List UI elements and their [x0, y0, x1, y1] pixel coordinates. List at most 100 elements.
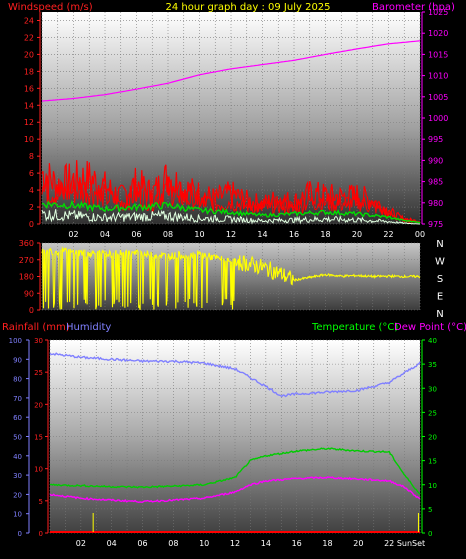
barometer-tick-label: 1000	[428, 114, 448, 123]
humidity-tick-label: 0	[18, 530, 22, 538]
compass-label: N	[436, 309, 443, 320]
sunset-label: SunSet	[397, 539, 425, 548]
direction-tick-label: 180	[19, 273, 34, 282]
barometer-series	[41, 40, 421, 102]
barometer-tick-label: 1025	[428, 8, 448, 17]
hour-tick-label: 22	[384, 539, 394, 548]
wind-tick-label: 18	[24, 67, 34, 76]
wind-tick-label: 16	[24, 84, 34, 93]
graph-title: 24 hour graph day : 09 July 2025	[165, 2, 330, 13]
direction-tick-label: 0	[29, 306, 34, 315]
barometer-tick-label: 1005	[428, 93, 448, 102]
rainfall-tick-label: 20	[34, 401, 43, 409]
compass-label: E	[437, 292, 443, 303]
temperature-tick-label: 10	[428, 482, 437, 490]
hour-tick-label: 22	[383, 230, 393, 239]
rainfall-tick-label: 10	[34, 466, 43, 474]
humidity-tick-label: 60	[13, 414, 22, 422]
wind-tick-label: 8	[29, 152, 34, 161]
wind-tick-label: 2	[29, 203, 34, 212]
humidity-tick-label: 40	[13, 453, 22, 461]
wind-tick-label: 0	[29, 220, 34, 229]
wind-low-series	[41, 209, 420, 225]
temperature-tick-label: 20	[428, 434, 437, 442]
hour-tick-label: 06	[137, 539, 147, 548]
hour-tick-label: 18	[320, 230, 330, 239]
hour-tick-label: 12	[230, 539, 240, 548]
hour-tick-label: 10	[199, 539, 209, 548]
dewpoint-series	[49, 476, 421, 504]
hour-tick-label: 04	[107, 539, 117, 548]
rainfall-tick-label: 15	[34, 434, 43, 442]
hour-tick-label: 14	[261, 539, 271, 548]
wind-average-series	[41, 199, 420, 224]
hour-tick-label: 08	[168, 539, 178, 548]
barometer-tick-label: 980	[428, 199, 443, 208]
barometer-tick-label: 1010	[428, 72, 448, 81]
wind-tick-label: 22	[24, 33, 34, 42]
compass-label: N	[436, 239, 443, 250]
temperature-axis-title: Temperature (°C)	[311, 322, 398, 333]
barometer-axis-title: Barometer (hpa)	[372, 2, 455, 13]
windspeed-axis-title: Windspeed (m/s)	[8, 2, 93, 13]
wind-gust-series-dense	[41, 173, 421, 224]
hour-tick-label: 02	[76, 539, 86, 548]
barometer-tick-label: 990	[428, 156, 443, 165]
compass-label: S	[437, 274, 443, 285]
humidity-tick-label: 10	[13, 511, 22, 519]
rainfall-tick-label: 0	[39, 530, 43, 538]
temperature-tick-label: 40	[428, 337, 437, 345]
direction-tick-label: 90	[24, 289, 34, 298]
dewpoint-axis-title: Dew Point (°C)	[394, 322, 466, 333]
temperature-tick-label: 25	[428, 409, 437, 417]
rainfall-tick-label: 25	[34, 369, 43, 377]
humidity-series	[49, 352, 421, 398]
rainfall-tick-label: 5	[39, 498, 43, 506]
temperature-tick-label: 35	[428, 361, 437, 369]
humidity-tick-label: 70	[13, 395, 22, 403]
hour-tick-label: 04	[100, 230, 110, 239]
barometer-tick-label: 985	[428, 178, 443, 187]
barometer-tick-label: 1015	[428, 50, 448, 59]
temperature-tick-label: 0	[428, 530, 432, 538]
barometer-tick-label: 975	[428, 220, 443, 229]
humidity-tick-label: 100	[9, 337, 22, 345]
hour-tick-label: 14	[257, 230, 267, 239]
wind-tick-label: 24	[24, 16, 34, 25]
direction-panel-series	[41, 246, 421, 311]
temperature-panel-grid	[49, 339, 421, 534]
wind-gust-series	[41, 160, 421, 224]
temperature-panel-series	[49, 352, 421, 533]
wind-panel-axes: 0246810121416182022249759809859909951000…	[24, 8, 449, 239]
wind-direction-series	[41, 246, 421, 311]
hour-tick-label: 10	[194, 230, 204, 239]
direction-tick-label: 270	[19, 256, 34, 265]
hour-tick-label: 16	[289, 230, 299, 239]
hour-tick-label: 16	[292, 539, 302, 548]
wind-tick-label: 4	[29, 186, 34, 195]
compass-label: W	[435, 257, 445, 268]
wind-tick-label: 12	[24, 118, 34, 127]
humidity-tick-label: 80	[13, 376, 22, 384]
humidity-tick-label: 90	[13, 356, 22, 364]
wind-tick-label: 10	[24, 135, 34, 144]
wind-panel-grid	[41, 12, 421, 225]
wind-panel-series	[41, 40, 421, 225]
temperature-tick-label: 15	[428, 458, 437, 466]
hour-tick-label: 08	[163, 230, 173, 239]
hour-tick-label: 06	[131, 230, 141, 239]
temperature-tick-label: 5	[428, 506, 432, 514]
barometer-tick-label: 1020	[428, 29, 448, 38]
temperature-series	[49, 447, 421, 495]
direction-tick-label: 360	[19, 239, 34, 248]
wind-tick-label: 20	[24, 50, 34, 59]
hour-tick-label: 18	[322, 539, 332, 548]
hour-tick-label: 20	[353, 539, 363, 548]
hour-tick-label: 12	[226, 230, 236, 239]
humidity-axis-title: Humidity	[66, 322, 111, 333]
temperature-tick-label: 30	[428, 385, 437, 393]
temperature-panel-axes: 0 10 20 30 40 50 60 70 80 90 100 0 5 10 15 20 25 30 0 5 10 15…	[9, 337, 437, 548]
humidity-tick-label: 20	[13, 491, 22, 499]
